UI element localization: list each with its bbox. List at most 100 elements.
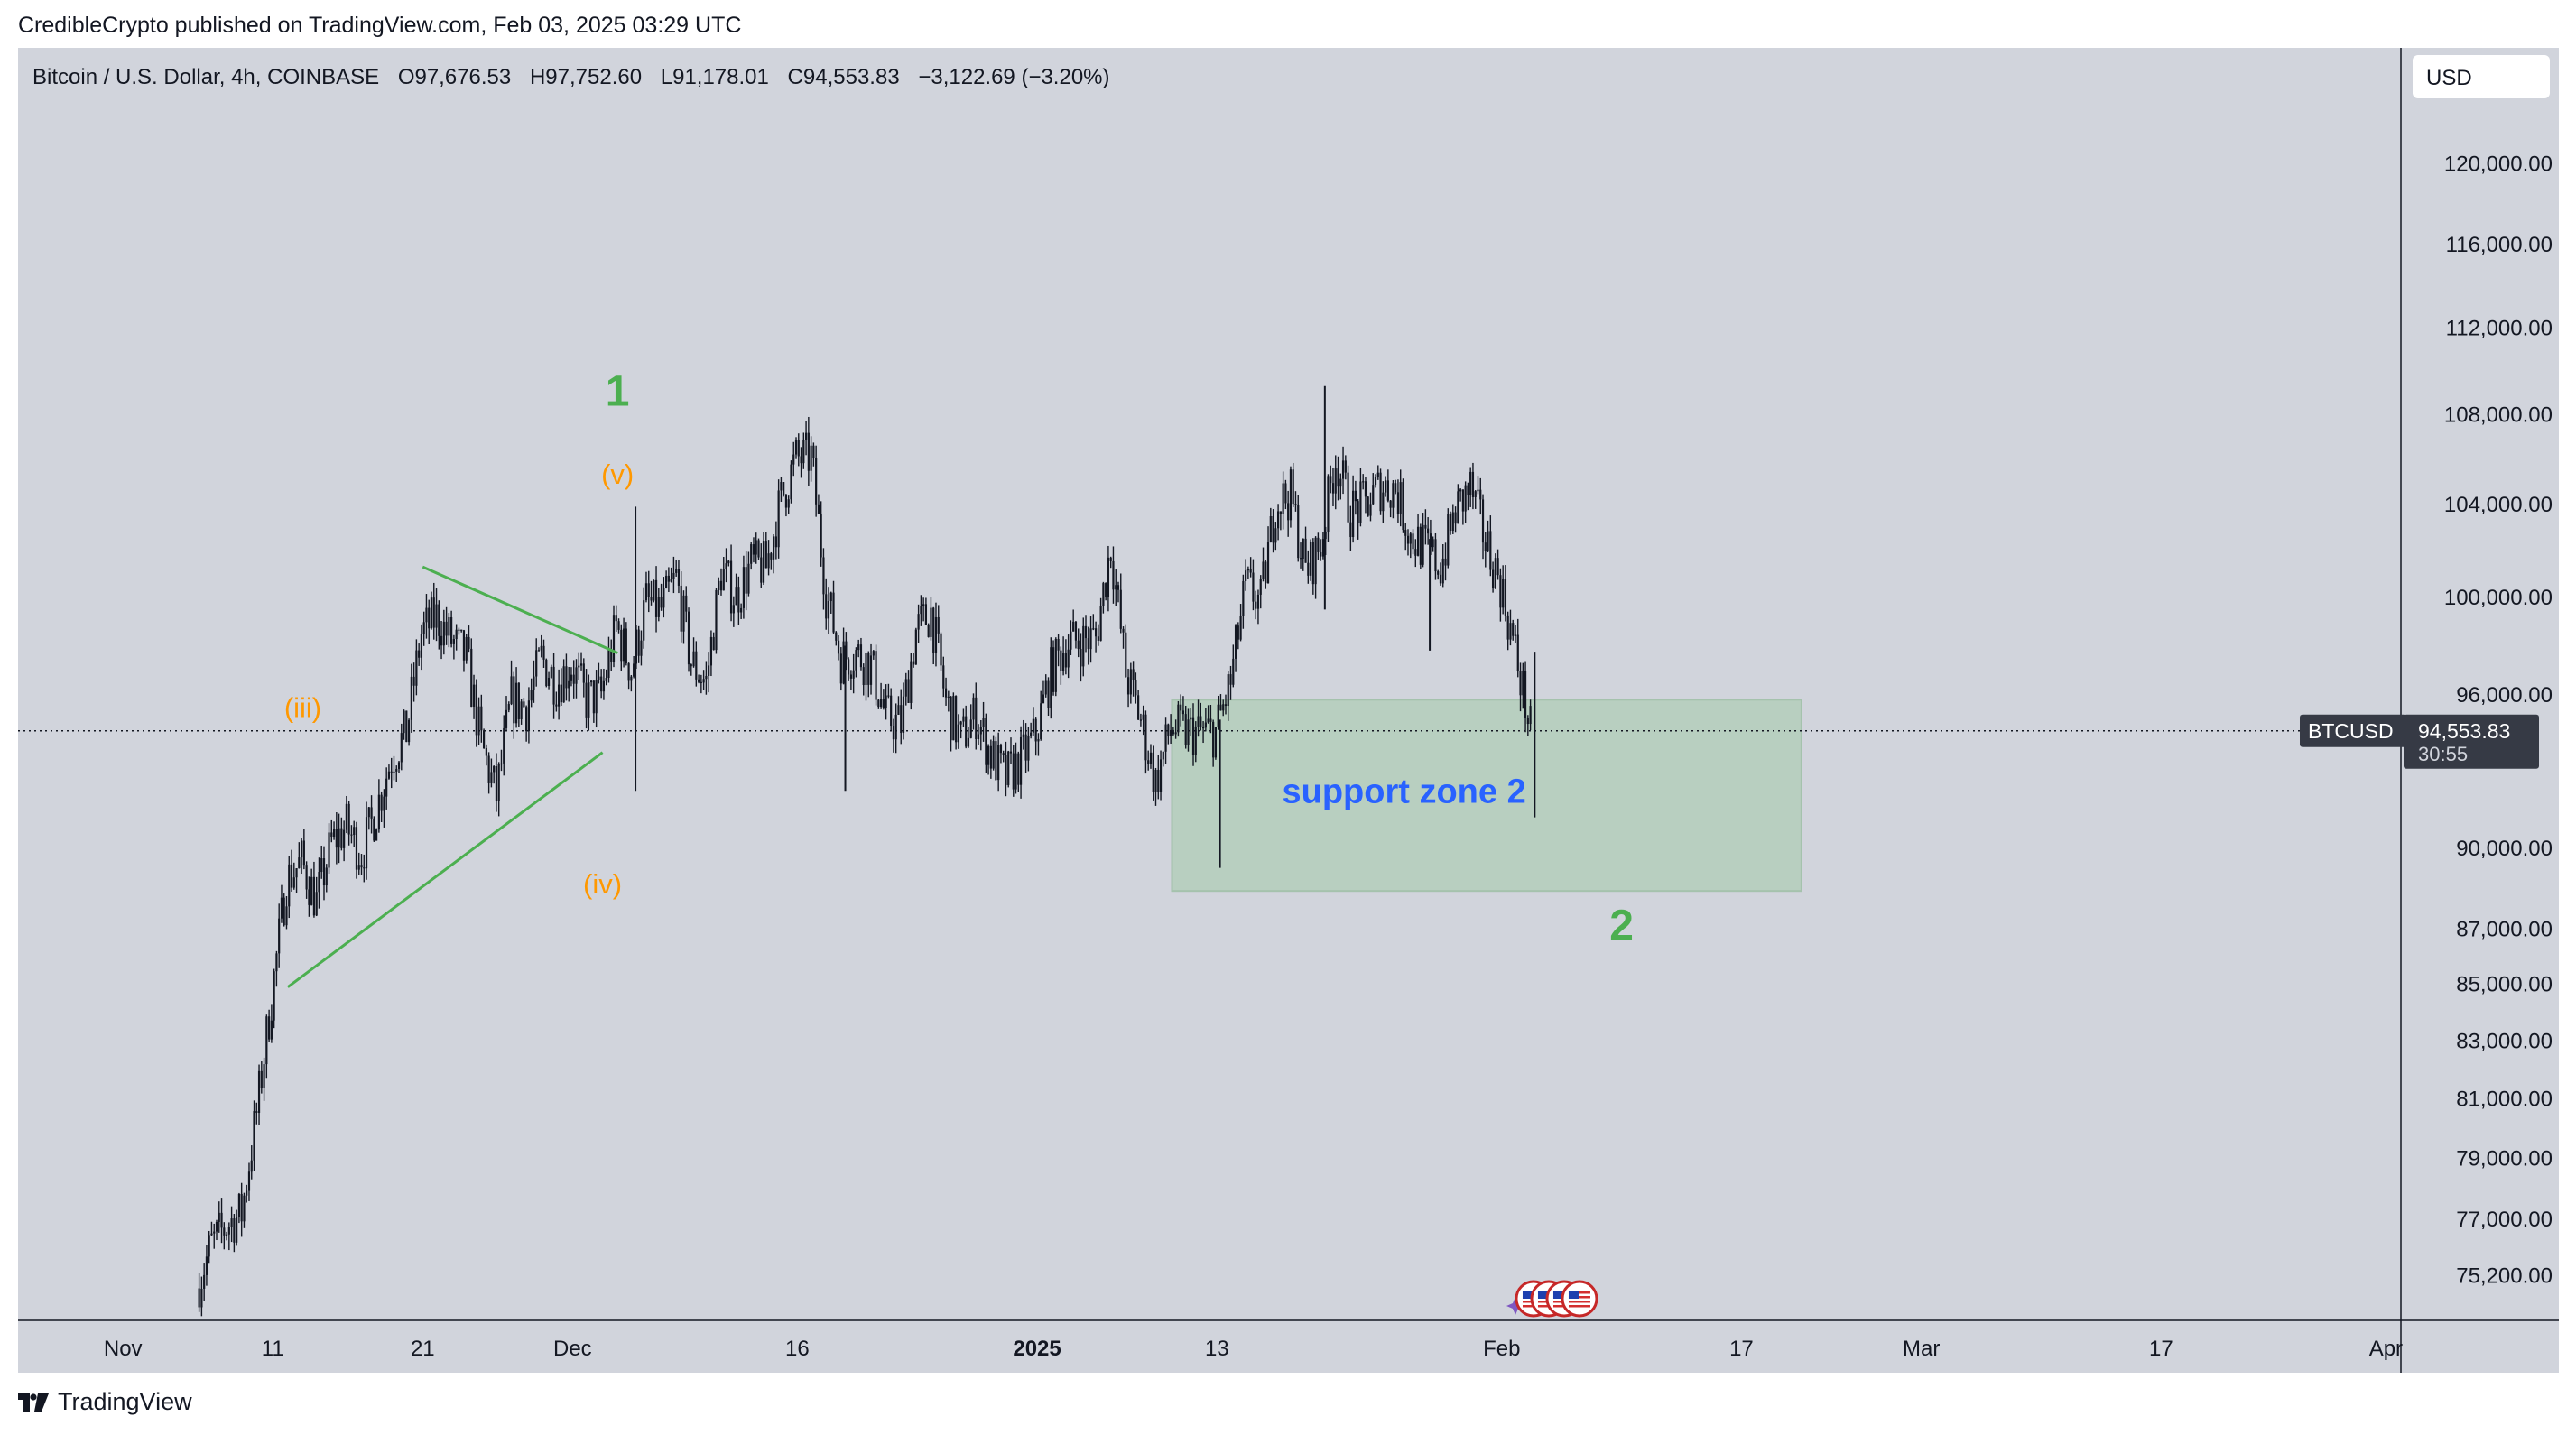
- candle-body: [410, 676, 412, 720]
- event-icons[interactable]: [1506, 1280, 1598, 1318]
- candle-body: [682, 595, 685, 632]
- candle-body: [817, 504, 820, 514]
- candle-body: [425, 607, 428, 623]
- candle-body: [1255, 601, 1257, 609]
- candle-body: [550, 666, 552, 678]
- price-chart[interactable]: 1 (v) (iii) (iv) 2 support zone 2 Bitcoin / …: [18, 48, 2559, 1373]
- triangle-upper-line[interactable]: [422, 565, 618, 654]
- candle-body: [542, 645, 545, 660]
- candle-body: [552, 666, 555, 705]
- candle-body: [318, 872, 320, 893]
- wave-label[interactable]: 2: [1609, 902, 1634, 949]
- candle-body: [1181, 710, 1185, 715]
- candle-body: [523, 701, 525, 708]
- candle-body: [1137, 695, 1140, 720]
- candle-body: [1396, 492, 1400, 514]
- candle-body: [665, 575, 668, 588]
- symbol-tag-bg: [2300, 714, 2406, 747]
- candle-body: [237, 1193, 241, 1217]
- candle-body: [462, 630, 466, 661]
- triangle-lower-line[interactable]: [286, 751, 604, 988]
- candle-body: [403, 710, 405, 734]
- candle-body: [1237, 625, 1239, 640]
- candle-body: [263, 1064, 265, 1088]
- support-zone-rect[interactable]: [1171, 699, 1802, 893]
- us-flag-event-icon[interactable]: [1561, 1280, 1598, 1318]
- candle-body: [1217, 704, 1219, 727]
- candle-body: [1099, 606, 1102, 641]
- candle-body: [972, 697, 975, 720]
- candle-body: [802, 439, 805, 464]
- currency-button[interactable]: USD: [2413, 55, 2550, 98]
- candle-body: [783, 482, 785, 495]
- candle-body: [1057, 638, 1060, 651]
- currency-button-label[interactable]: USD: [2426, 66, 2472, 90]
- wave-label[interactable]: 1: [606, 368, 630, 416]
- candle-body: [942, 665, 945, 689]
- candle-body: [862, 667, 865, 686]
- candle-body: [987, 745, 990, 765]
- candle-body: [1119, 589, 1122, 629]
- candle-body: [1227, 674, 1229, 707]
- candle-body: [764, 541, 767, 569]
- candle-body: [747, 563, 750, 594]
- candle-body: [1054, 638, 1057, 692]
- candle-body: [910, 661, 913, 703]
- candle-body: [1514, 634, 1517, 636]
- candle-body: [1302, 538, 1304, 560]
- wave-label[interactable]: (v): [601, 458, 634, 490]
- candle-body: [869, 655, 873, 685]
- sparkle-icon[interactable]: [1506, 1297, 1524, 1315]
- candle-body: [1481, 499, 1485, 543]
- candle-body: [680, 585, 682, 632]
- candle-body: [589, 680, 593, 683]
- chart-frame[interactable]: 1 (v) (iii) (iv) 2 support zone 2 Bitcoin / …: [18, 48, 2559, 1373]
- candle-body: [752, 544, 755, 555]
- candle-body: [1201, 727, 1205, 729]
- candle-body: [363, 867, 366, 869]
- candle-body: [700, 681, 702, 684]
- candle-body: [203, 1274, 206, 1289]
- currency-button-bg[interactable]: [2413, 55, 2550, 98]
- candle-body: [1347, 472, 1349, 523]
- candle-body: [507, 704, 510, 710]
- candle-body: [952, 696, 955, 741]
- candle-body: [418, 650, 421, 658]
- tradingview-logo[interactable]: TradingView: [18, 1388, 192, 1416]
- candle-body: [872, 651, 875, 656]
- candle-body: [885, 695, 887, 708]
- candle-body: [1262, 561, 1265, 579]
- price-axis[interactable]: 120,000.00 116,000.00 112,000.00 108,000.00…: [2444, 153, 2553, 1289]
- candle-body: [742, 567, 745, 608]
- wave-label[interactable]: (iii): [284, 692, 321, 724]
- candle-body: [654, 579, 658, 617]
- candle-body: [1005, 755, 1007, 785]
- candle-body: [667, 575, 670, 582]
- candle-body: [383, 796, 385, 811]
- candle-body: [275, 953, 278, 972]
- candle-body: [602, 680, 606, 692]
- candle-body: [200, 1288, 203, 1308]
- candle-body: [1364, 481, 1367, 497]
- time-axis[interactable]: Nov 11 21 Dec 16 2025 13 Feb 17 Mar 17 Apr: [104, 1337, 2403, 1361]
- candle-body: [1369, 504, 1372, 516]
- candle-body: [842, 641, 845, 684]
- candle-body: [705, 675, 708, 680]
- candle-body: [867, 653, 870, 685]
- candle-body: [762, 541, 765, 583]
- candle-body: [670, 579, 672, 582]
- candle-body: [1012, 753, 1015, 790]
- wave-label[interactable]: (iv): [583, 868, 622, 900]
- legend-open-label: O: [398, 65, 415, 89]
- candle-body: [1064, 653, 1067, 668]
- candle-body: [1484, 542, 1487, 551]
- candle-body: [1392, 483, 1395, 508]
- candle-body: [975, 697, 978, 740]
- candle-body: [615, 615, 617, 622]
- candle-body: [622, 628, 625, 662]
- legend-high-value: 97,752.60: [545, 65, 642, 89]
- candle-body: [1320, 551, 1322, 557]
- candle-body: [1147, 760, 1150, 764]
- candle-body: [1451, 512, 1454, 531]
- legend-close-value: 94,553.83: [803, 65, 900, 89]
